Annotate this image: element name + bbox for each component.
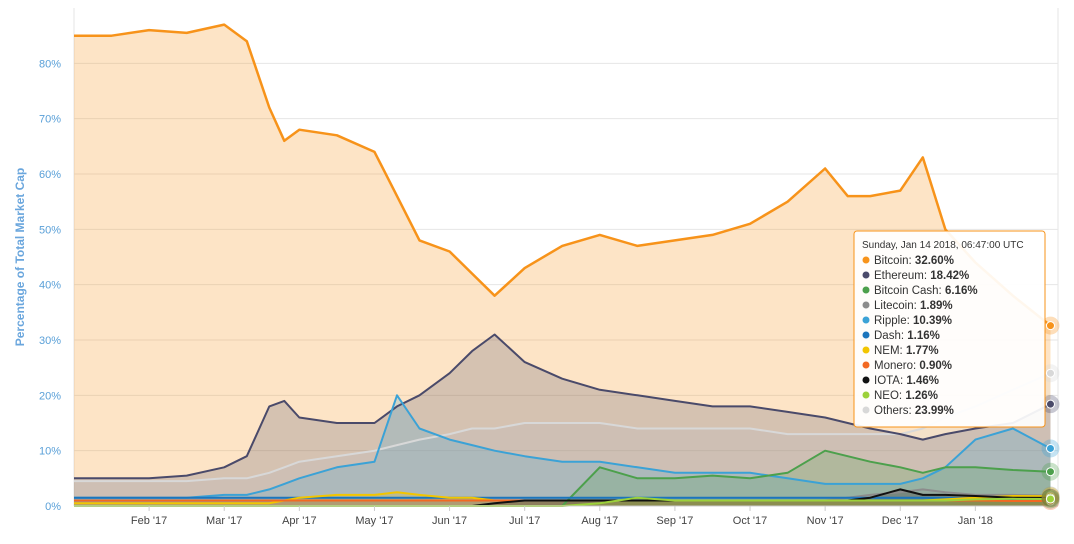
tooltip-item: Ethereum: 18.42%: [874, 270, 969, 282]
y-tick-label: 20%: [39, 390, 61, 402]
tooltip-item: NEM: 1.77%: [874, 345, 939, 357]
tooltip-legend-dot: [862, 286, 870, 294]
series-area-neo[interactable]: [74, 497, 1051, 506]
y-axis-label: Percentage of Total Market Cap: [13, 168, 27, 347]
tooltip-box: [853, 230, 1046, 428]
x-tick-label: Aug '17: [581, 515, 618, 527]
x-tick-label: Jul '17: [509, 515, 540, 527]
x-tick-label: Nov '17: [807, 515, 844, 527]
tooltip-item: Litecoin: 1.89%: [874, 300, 953, 312]
tooltip-item: Others: 23.99%: [874, 405, 954, 417]
x-tick-label: Oct '17: [733, 515, 768, 527]
tooltip-legend-dot: [862, 271, 870, 279]
x-tick-label: Apr '17: [282, 515, 317, 527]
series-area-bitcoin[interactable]: [74, 24, 1051, 506]
grid-lines: [73, 8, 1059, 507]
tooltip-item: Dash: 1.16%: [874, 330, 940, 342]
x-tick-label: Sep '17: [656, 515, 693, 527]
tooltip-item: Bitcoin: 32.60%: [874, 255, 954, 267]
y-tick-label: 60%: [39, 169, 61, 181]
series-area-iota[interactable]: [74, 489, 1051, 506]
x-axis: Feb '17 Mar '17 Apr '17 May '17 Jun '17 Jul '…: [74, 505, 1058, 527]
tooltip-legend-dot: [862, 316, 870, 324]
tooltip-item: Ripple: 10.39%: [874, 315, 952, 327]
marker-bitcoin-cash[interactable]: [1045, 467, 1055, 477]
y-tick-label: 40%: [39, 280, 61, 292]
marker-bitcoin[interactable]: [1045, 321, 1055, 331]
x-tick-label: Jun '17: [432, 515, 467, 527]
x-tick-label: Mar '17: [206, 515, 242, 527]
y-tick-label: 10%: [39, 446, 61, 458]
tooltip: Sunday, Jan 14 2018, 06:47:00 UTC Bitcoin…: [853, 230, 1046, 428]
tooltip-legend-dot: [862, 361, 870, 369]
tooltip-legend-dot: [862, 406, 870, 414]
y-tick-label: 0%: [45, 501, 61, 513]
series-area-bitcoin-cash[interactable]: [74, 450, 1051, 506]
marker-others[interactable]: [1045, 368, 1055, 378]
series-line-bitcoin[interactable]: [74, 23, 1052, 327]
tooltip-title: Sunday, Jan 14 2018, 06:47:00 UTC: [862, 240, 1024, 251]
series-area-ethereum[interactable]: [74, 334, 1051, 507]
marker-ethereum[interactable]: [1045, 399, 1055, 409]
x-tick-label: Dec '17: [882, 515, 919, 527]
series-line-ripple[interactable]: [74, 394, 1051, 499]
tooltip-item: Monero: 0.90%: [874, 360, 952, 372]
tooltip-legend-dot: [862, 301, 870, 309]
series-area-litecoin[interactable]: [74, 489, 1051, 506]
y-axis: 0% 10% 20% 30% 40% 50% 60% 70% 80%: [39, 58, 61, 513]
x-tick-label: Jan '18: [958, 515, 993, 527]
tooltip-item: NEO: 1.26%: [874, 390, 938, 402]
tooltip-legend-dot: [862, 376, 870, 384]
x-tick-label: May '17: [355, 515, 393, 527]
series-lines[interactable]: [74, 23, 1052, 507]
series-line-others[interactable]: [74, 372, 1051, 483]
series-line-ethereum[interactable]: [74, 333, 1051, 480]
marker-ripple[interactable]: [1045, 443, 1055, 453]
series-area-ripple[interactable]: [74, 395, 1051, 506]
y-tick-label: 70%: [39, 114, 61, 126]
tooltip-item: Bitcoin Cash: 6.16%: [874, 285, 978, 297]
y-tick-label: 30%: [39, 335, 61, 347]
series-end-markers[interactable]: [1041, 316, 1060, 511]
series-area-nem[interactable]: [74, 492, 1051, 506]
tooltip-legend-dot: [862, 346, 870, 354]
tooltip-legend-dot: [862, 256, 870, 264]
y-tick-label: 80%: [39, 58, 61, 70]
x-tick-label: Feb '17: [131, 515, 167, 527]
tooltip-legend-dot: [862, 331, 870, 339]
tooltip-item: IOTA: 1.46%: [874, 375, 939, 387]
y-tick-label: 50%: [39, 224, 61, 236]
tooltip-legend-dot: [862, 391, 870, 399]
series-line-dash[interactable]: [74, 496, 1051, 501]
marker-neo[interactable]: [1045, 494, 1055, 504]
series-area-monero[interactable]: [74, 500, 1051, 507]
